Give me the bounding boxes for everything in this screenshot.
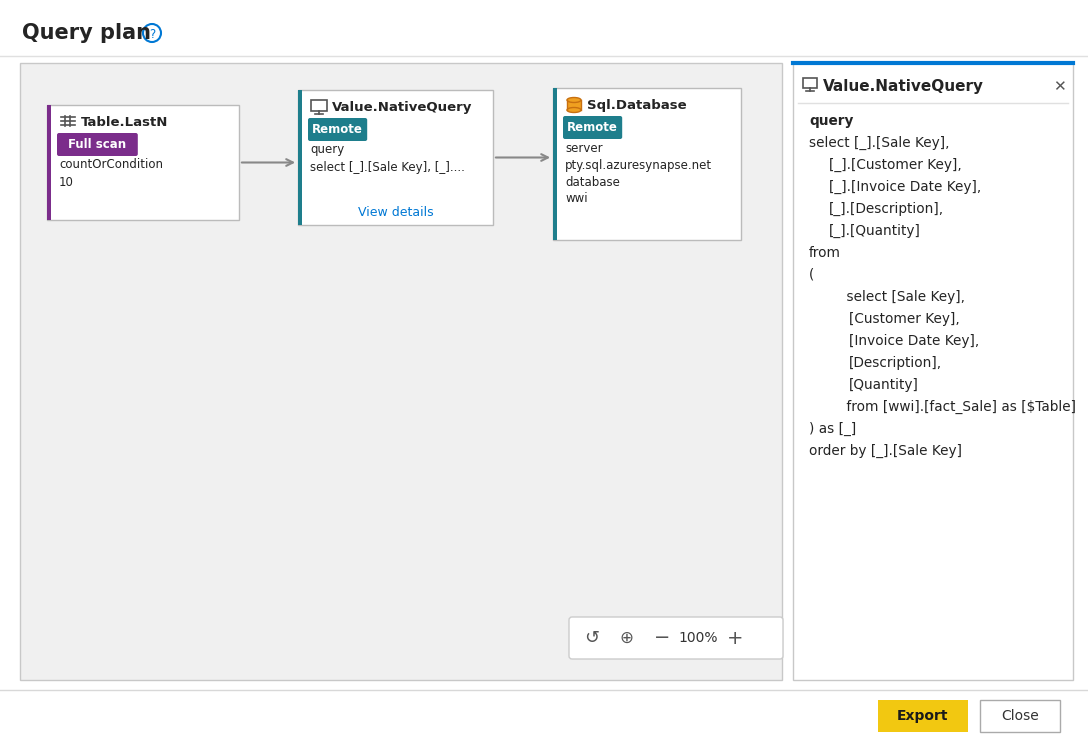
Bar [553,88,557,240]
Text: +: + [727,628,743,648]
Text: 10: 10 [59,176,74,188]
Text: server: server [565,142,603,154]
Text: 100%: 100% [678,631,718,645]
Text: Remote: Remote [312,123,363,136]
Text: wwi: wwi [565,192,588,206]
Text: countOrCondition: countOrCondition [59,159,163,171]
Ellipse shape [567,97,581,102]
Text: database: database [565,176,620,188]
Text: Close: Close [1001,709,1039,723]
Text: from [wwi].[fact_Sale] as [$Table]: from [wwi].[fact_Sale] as [$Table] [829,400,1076,414]
Text: order by [_].[Sale Key]: order by [_].[Sale Key] [809,444,962,458]
Text: ⊕: ⊕ [619,629,633,647]
Text: (: ( [809,268,814,282]
Text: select [_].[Sale Key],: select [_].[Sale Key], [809,136,950,150]
Text: from: from [809,246,841,260]
Text: ?: ? [149,27,156,41]
Bar [298,90,493,225]
Text: [Customer Key],: [Customer Key], [849,312,960,326]
Text: Table.LastN: Table.LastN [81,116,169,128]
FancyBboxPatch shape [562,116,622,139]
Bar [47,105,51,220]
Text: [_].[Invoice Date Key],: [_].[Invoice Date Key], [829,180,981,194]
Text: [_].[Quantity]: [_].[Quantity] [829,224,920,238]
Text: [Description],: [Description], [849,356,942,370]
Bar [298,90,302,225]
Bar [878,700,968,732]
Text: [_].[Description],: [_].[Description], [829,202,944,216]
Text: Export: Export [898,709,949,723]
Bar [311,100,327,111]
Bar [980,700,1060,732]
Text: select [_].[Sale Key], [_]....: select [_].[Sale Key], [_].... [310,160,465,174]
Bar [803,78,817,88]
Text: Sql.Database: Sql.Database [588,99,687,111]
Ellipse shape [567,108,581,113]
Bar [20,63,782,680]
FancyBboxPatch shape [57,133,138,156]
Text: ✕: ✕ [1052,79,1065,94]
Text: Full scan: Full scan [69,138,126,151]
FancyBboxPatch shape [569,617,783,659]
Text: select [Sale Key],: select [Sale Key], [829,290,965,304]
Text: Remote: Remote [567,121,618,134]
FancyBboxPatch shape [308,118,367,141]
Text: [_].[Customer Key],: [_].[Customer Key], [829,158,962,172]
Text: Value.NativeQuery: Value.NativeQuery [823,79,984,94]
Text: View details: View details [358,206,433,218]
Bar [553,88,741,240]
Text: query: query [310,143,344,157]
Text: Value.NativeQuery: Value.NativeQuery [332,100,472,114]
Text: ) as [_]: ) as [_] [809,422,856,436]
Text: pty.sql.azuresynapse.net: pty.sql.azuresynapse.net [565,159,713,171]
Text: query: query [809,114,853,128]
Bar [47,105,239,220]
Text: −: − [654,628,670,648]
Bar [567,100,581,110]
Text: [Invoice Date Key],: [Invoice Date Key], [849,334,979,348]
Text: [Quantity]: [Quantity] [849,378,919,392]
Text: Query plan: Query plan [22,23,151,43]
Text: ↺: ↺ [584,629,599,647]
Bar [793,63,1073,680]
